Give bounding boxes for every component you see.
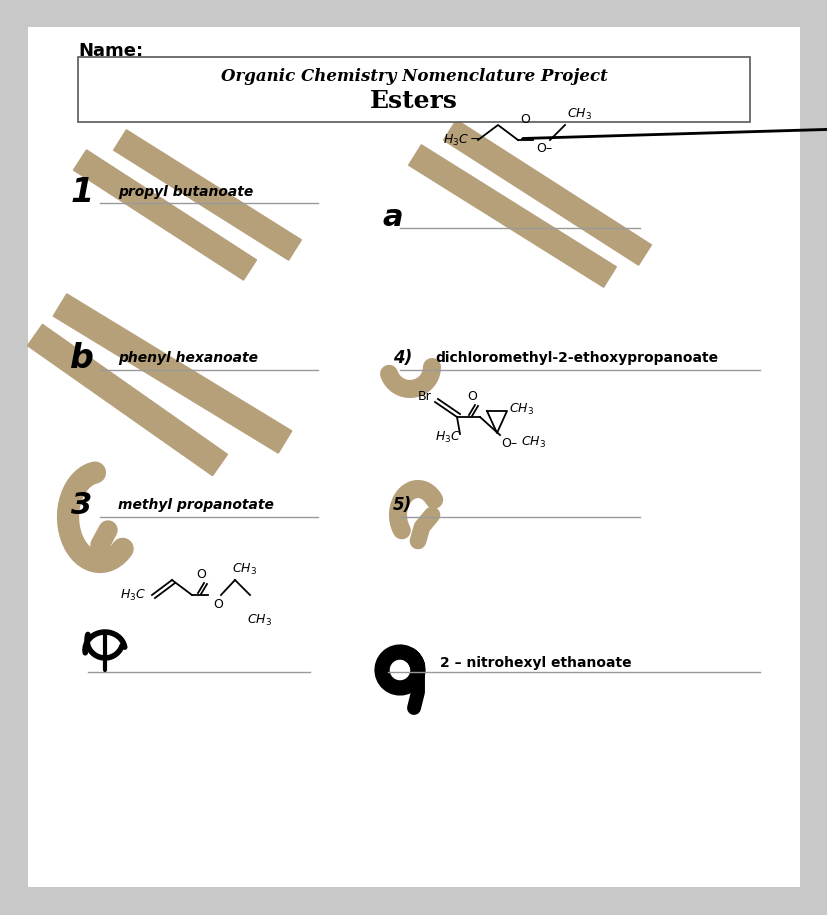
- Polygon shape: [74, 150, 256, 280]
- Text: dichloromethyl-2-ethoxypropanoate: dichloromethyl-2-ethoxypropanoate: [434, 351, 717, 365]
- Polygon shape: [443, 120, 651, 265]
- Text: Br: Br: [418, 391, 432, 404]
- Text: Esters: Esters: [370, 89, 457, 113]
- Text: 3: 3: [71, 490, 93, 520]
- Text: 1: 1: [70, 176, 93, 209]
- Text: 4): 4): [393, 349, 412, 367]
- Text: $H_3C-$: $H_3C-$: [442, 133, 480, 147]
- Text: 5): 5): [393, 496, 412, 514]
- Text: $H_3C$: $H_3C$: [434, 429, 461, 445]
- Polygon shape: [27, 324, 227, 476]
- Text: phenyl hexanoate: phenyl hexanoate: [118, 351, 258, 365]
- Polygon shape: [113, 130, 301, 260]
- Text: $H_3C$: $H_3C$: [120, 587, 146, 603]
- Text: $CH_3$: $CH_3$: [509, 402, 533, 416]
- Text: Organic Chemistry Nomenclature Project: Organic Chemistry Nomenclature Project: [220, 68, 607, 85]
- Text: $CH_3$: $CH_3$: [566, 107, 591, 122]
- Text: propyl butanoate: propyl butanoate: [118, 185, 253, 199]
- Text: $CH_3$: $CH_3$: [520, 435, 545, 449]
- Text: 2 – nitrohexyl ethanoate: 2 – nitrohexyl ethanoate: [439, 656, 631, 670]
- Text: Name:: Name:: [78, 42, 143, 60]
- Text: O: O: [466, 390, 476, 403]
- Text: O–: O–: [500, 437, 517, 450]
- Text: O: O: [196, 568, 206, 581]
- Text: a: a: [382, 202, 403, 231]
- Text: O–: O–: [535, 142, 552, 155]
- Text: O: O: [213, 598, 222, 611]
- Text: b: b: [70, 341, 93, 374]
- Text: O: O: [519, 113, 529, 126]
- Text: $CH_3$: $CH_3$: [246, 613, 272, 628]
- Text: methyl propanotate: methyl propanotate: [118, 498, 274, 512]
- Polygon shape: [53, 294, 291, 453]
- Polygon shape: [409, 145, 615, 287]
- Text: $CH_3$: $CH_3$: [232, 562, 256, 577]
- Bar: [78, 57, 749, 122]
